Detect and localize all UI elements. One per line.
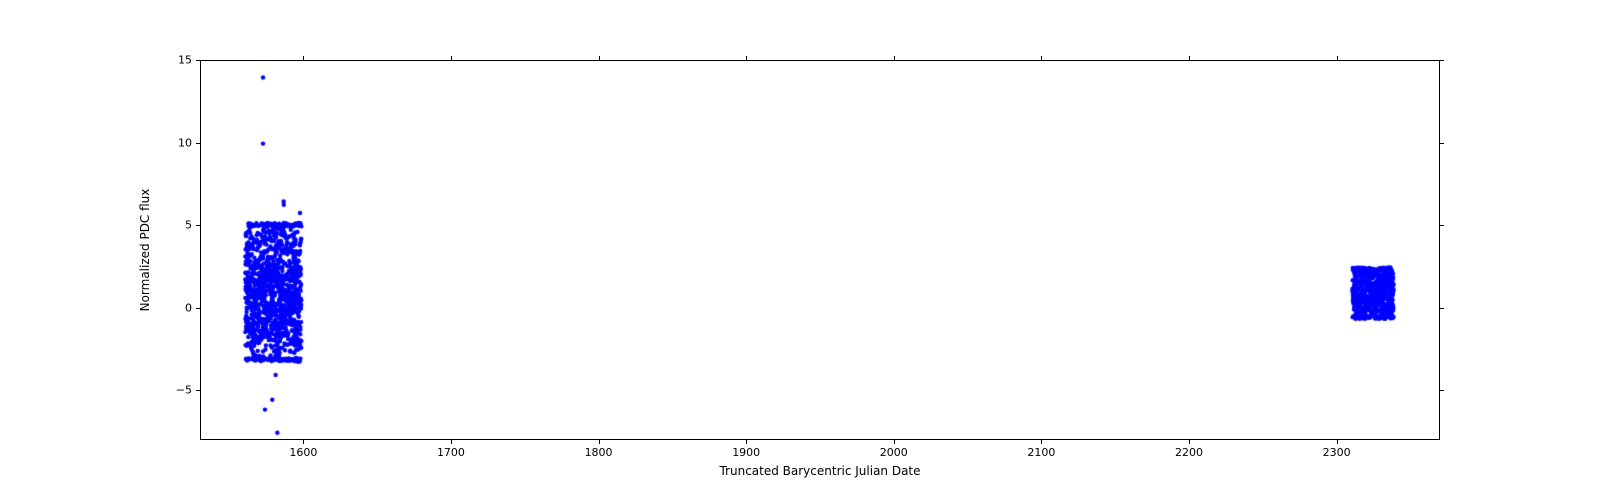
scatter-canvas — [201, 61, 1441, 441]
x-tick-mark — [1189, 440, 1190, 444]
x-tick-mark-top — [451, 56, 452, 60]
y-tick-mark — [196, 390, 200, 391]
figure: Normalized PDC flux Truncated Barycentri… — [0, 0, 1600, 500]
y-tick-mark — [196, 308, 200, 309]
x-tick-mark-top — [303, 56, 304, 60]
x-tick-mark-top — [599, 56, 600, 60]
y-tick-mark-right — [1440, 143, 1444, 144]
y-tick-label: 10 — [178, 136, 192, 149]
x-tick-label: 1600 — [289, 446, 317, 459]
x-tick-label: 2000 — [880, 446, 908, 459]
x-tick-mark — [746, 440, 747, 444]
y-tick-mark-right — [1440, 308, 1444, 309]
y-tick-mark-right — [1440, 390, 1444, 391]
x-tick-label: 1700 — [437, 446, 465, 459]
x-tick-mark — [894, 440, 895, 444]
y-tick-mark-right — [1440, 60, 1444, 61]
x-tick-label: 2300 — [1323, 446, 1351, 459]
plot-area — [200, 60, 1440, 440]
x-tick-mark-top — [1041, 56, 1042, 60]
x-tick-mark-top — [894, 56, 895, 60]
y-tick-mark — [196, 225, 200, 226]
x-tick-mark — [1041, 440, 1042, 444]
y-tick-label: 0 — [185, 301, 192, 314]
y-tick-mark-right — [1440, 225, 1444, 226]
x-tick-mark-top — [1337, 56, 1338, 60]
x-tick-mark-top — [746, 56, 747, 60]
x-tick-label: 2200 — [1175, 446, 1203, 459]
x-tick-mark — [303, 440, 304, 444]
x-tick-mark-top — [1189, 56, 1190, 60]
y-tick-label: −5 — [176, 384, 192, 397]
x-tick-mark — [451, 440, 452, 444]
x-tick-label: 2100 — [1027, 446, 1055, 459]
y-tick-mark — [196, 143, 200, 144]
y-axis-label: Normalized PDC flux — [138, 189, 152, 312]
y-tick-label: 15 — [178, 54, 192, 67]
x-tick-label: 1900 — [732, 446, 760, 459]
x-tick-label: 1800 — [585, 446, 613, 459]
x-axis-label: Truncated Barycentric Julian Date — [719, 464, 920, 478]
y-tick-label: 5 — [185, 219, 192, 232]
x-tick-mark — [599, 440, 600, 444]
y-tick-mark — [196, 60, 200, 61]
x-tick-mark — [1337, 440, 1338, 444]
